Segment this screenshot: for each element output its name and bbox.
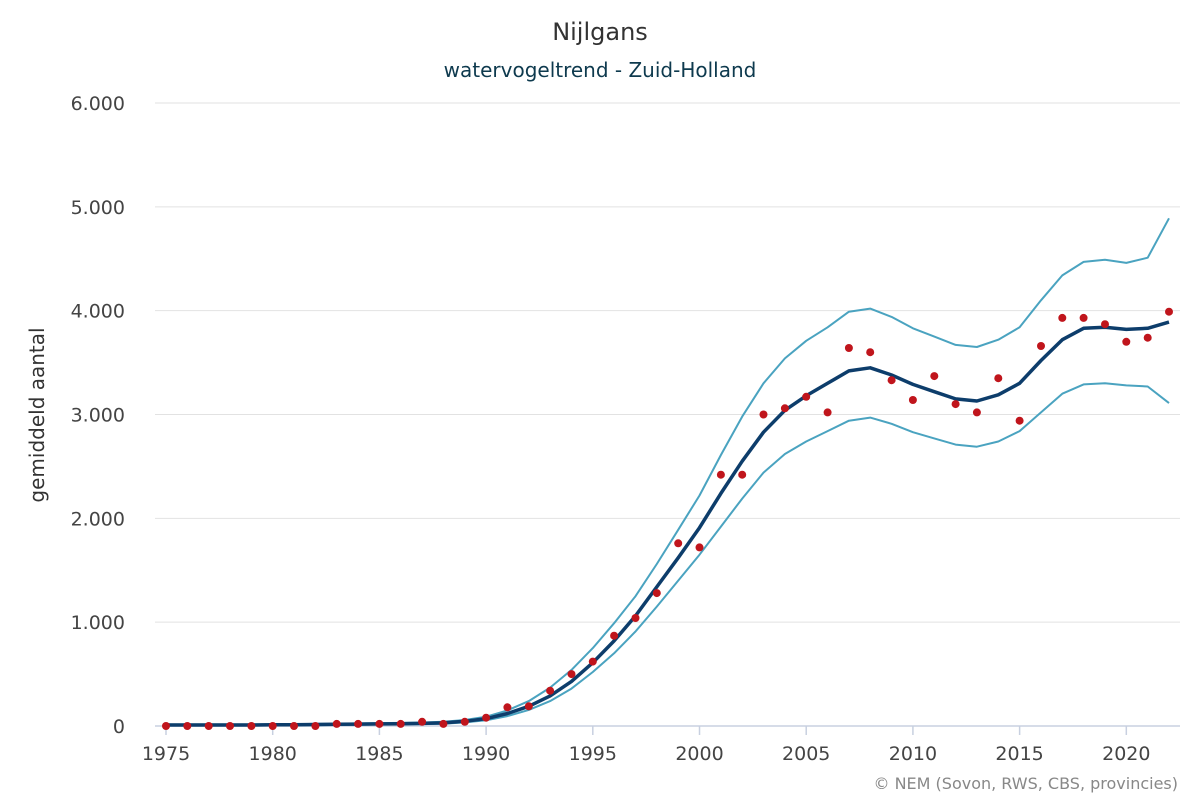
count-point[interactable] (375, 719, 384, 728)
y-axis-label: gemiddeld aantal (25, 327, 49, 502)
x-tick-label: 2015 (995, 743, 1043, 765)
upper-bound-line[interactable] (166, 217, 1170, 726)
count-point[interactable] (823, 408, 832, 417)
y-tick-label: 0 (113, 716, 125, 738)
x-tick-label: 1975 (142, 743, 190, 765)
count-point[interactable] (844, 344, 853, 352)
y-tick-label: 1.000 (71, 612, 125, 634)
count-point[interactable] (588, 657, 597, 666)
count-point[interactable] (759, 410, 768, 419)
plot-series (162, 217, 1173, 730)
y-tick-label: 5.000 (71, 197, 125, 219)
x-tick-label: 2000 (675, 743, 723, 765)
y-tick-label: 3.000 (71, 405, 125, 427)
count-point[interactable] (546, 686, 555, 695)
count-point[interactable] (247, 722, 256, 730)
count-point[interactable] (887, 376, 896, 385)
count-point[interactable] (439, 719, 448, 728)
count-point[interactable] (972, 408, 981, 417)
x-tick-label: 1995 (569, 743, 617, 765)
count-point[interactable] (695, 543, 704, 552)
count-point[interactable] (503, 703, 512, 712)
count-point[interactable] (802, 392, 811, 401)
count-point[interactable] (290, 722, 298, 730)
count-point[interactable] (204, 722, 213, 730)
count-point[interactable] (1165, 307, 1173, 316)
count-point[interactable] (1058, 313, 1067, 322)
count-point[interactable] (1079, 313, 1088, 322)
y-tick-label: 2.000 (71, 508, 125, 530)
count-point[interactable] (311, 722, 320, 730)
count-point[interactable] (1015, 416, 1024, 425)
y-tick-label: 6.000 (71, 93, 125, 115)
lower-bound-line[interactable] (166, 382, 1170, 727)
count-point[interactable] (524, 702, 533, 711)
chart-credits[interactable]: © NEM (Sovon, RWS, CBS, provincies) (873, 774, 1178, 793)
count-point[interactable] (354, 719, 363, 728)
count-point[interactable] (674, 539, 683, 548)
x-axis-ticks: 1975 1980 1985 1990 1995 2000 2005 2010 2015 2020 (142, 726, 1150, 765)
x-tick-label: 1980 (249, 743, 297, 765)
count-point[interactable] (332, 719, 341, 728)
trend-line[interactable] (166, 320, 1170, 727)
count-point[interactable] (396, 719, 405, 728)
count-point[interactable] (908, 396, 917, 404)
x-tick-label: 2020 (1102, 743, 1150, 765)
count-point[interactable] (418, 717, 427, 726)
y-axis-ticks: 0 1.000 2.000 3.000 4.000 5.000 6.000 (71, 93, 125, 738)
count-point[interactable] (631, 614, 640, 622)
count-point[interactable] (183, 722, 192, 730)
count-point[interactable] (567, 670, 576, 679)
count-point[interactable] (1037, 342, 1045, 350)
count-point[interactable] (951, 400, 960, 409)
count-point[interactable] (738, 470, 747, 479)
count-point[interactable] (610, 631, 619, 640)
y-tick-label: 4.000 (71, 301, 125, 323)
count-point[interactable] (226, 722, 234, 730)
count-point[interactable] (1101, 320, 1109, 329)
count-point[interactable] (482, 713, 491, 722)
count-point[interactable] (460, 717, 469, 726)
count-point[interactable] (162, 722, 170, 730)
count-point[interactable] (1143, 333, 1152, 342)
count-point[interactable] (652, 589, 661, 598)
count-point[interactable] (1122, 337, 1131, 346)
chart-subtitle: watervogeltrend - Zuid-Holland (444, 58, 757, 82)
count-point[interactable] (994, 374, 1003, 383)
x-tick-label: 1985 (355, 743, 403, 765)
count-point[interactable] (930, 372, 939, 381)
count-point[interactable] (268, 722, 277, 730)
chart-title: Nijlgans (552, 18, 648, 46)
x-tick-label: 2010 (889, 743, 937, 765)
gridlines (155, 102, 1180, 727)
count-point[interactable] (716, 470, 725, 479)
x-tick-label: 1990 (462, 743, 510, 765)
count-point[interactable] (780, 404, 789, 413)
x-tick-label: 2005 (782, 743, 830, 765)
count-point[interactable] (866, 348, 875, 357)
